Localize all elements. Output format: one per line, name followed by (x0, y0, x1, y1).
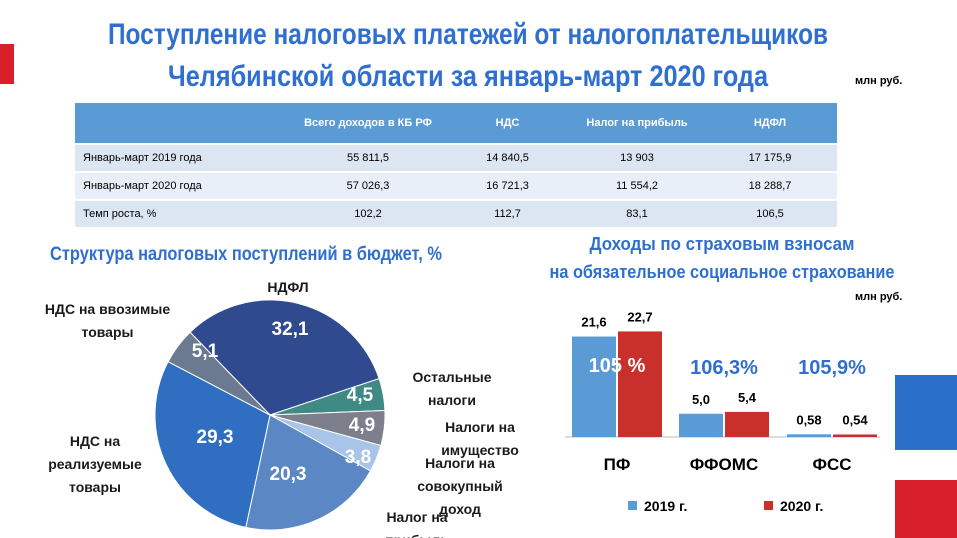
pie-slice (245, 414, 372, 531)
slice-label: 4,9 (349, 415, 375, 436)
slice-label: 32,1 (272, 319, 309, 340)
table-row: Темп роста, % 102,2 112,7 83,1 106,5 (75, 200, 837, 229)
header-cell (75, 103, 292, 145)
decor (895, 480, 957, 538)
category-label: Налоги на совокупный доход (417, 455, 503, 517)
bar (725, 411, 769, 437)
pie-title: Структура налоговых поступлений в бюджет… (50, 244, 442, 265)
bar (572, 336, 616, 437)
cell: 57 026,3 (292, 172, 444, 201)
slice-label: 29,3 (197, 427, 234, 448)
category-label: НДС на реализуемые товары (48, 433, 142, 495)
cell: 18 288,7 (703, 172, 837, 201)
decor (895, 450, 957, 480)
cell: 112,7 (444, 200, 571, 229)
table: Всего доходов в КБ РФ НДС Налог на прибыль… (75, 103, 837, 229)
cell: 55 811,5 (292, 144, 444, 173)
annotation: 106,3% (690, 357, 758, 379)
table-row: Январь-март 2019 года 55 811,5 14 840,5 13 … (75, 144, 837, 173)
value-label: 21,6 (581, 315, 606, 330)
category-label: НДФЛ (267, 279, 309, 295)
annotation: 105 % (589, 355, 646, 377)
value-label: 0,58 (796, 412, 821, 427)
category-label: Налоги на имущество (441, 419, 519, 458)
legend-swatch (764, 501, 773, 510)
value-label: 22,7 (627, 309, 652, 324)
x-tick-label: ПФ (604, 455, 631, 474)
pie-slice (167, 331, 271, 416)
cell: 106,5 (703, 200, 837, 229)
unit: млн руб. (855, 291, 902, 303)
cell: 11 554,2 (571, 172, 703, 201)
cell: 14 840,5 (444, 144, 571, 173)
cell: 102,2 (292, 200, 444, 229)
decor (0, 44, 14, 84)
cell: 16 721,3 (444, 172, 571, 201)
cell: Январь-март 2020 года (75, 172, 292, 201)
cell: 17 175,9 (703, 144, 837, 173)
table-header: Всего доходов в КБ РФ НДС Налог на прибыль… (75, 103, 837, 145)
header-cell: Всего доходов в КБ РФ (292, 103, 444, 145)
legend-label: 2019 г. (644, 498, 687, 514)
unit: млн руб. (855, 75, 902, 87)
cell: 13 903 (571, 144, 703, 173)
cell: Январь-март 2019 года (75, 144, 292, 173)
header-cell: НДФЛ (703, 103, 837, 145)
decor (895, 375, 957, 450)
bar-title: на обязательное социальное страхование (550, 262, 895, 282)
title: Поступление налоговых платежей от налого… (108, 18, 828, 51)
table-row: Январь-март 2020 года 57 026,3 16 721,3 11 … (75, 172, 837, 201)
bar (833, 434, 877, 437)
value-label: 0,54 (842, 412, 868, 427)
header-cell: НДС (444, 103, 571, 145)
pie-slice (189, 299, 380, 416)
legend-label: 2020 г. (780, 498, 823, 514)
bar (618, 331, 662, 437)
x-tick-label: ФСС (812, 455, 851, 474)
slice-label: 5,1 (192, 341, 219, 362)
header-cell: Налог на прибыль (571, 103, 703, 145)
category-label: Остальные налоги (412, 369, 492, 408)
x-tick-label: ФФОМС (690, 455, 758, 474)
slice-label: 4,5 (347, 385, 374, 406)
category-label: Налог на прибыль (385, 509, 449, 538)
title: Челябинской области за январь-март 2020 … (168, 60, 768, 93)
slice-label: 3,8 (345, 447, 371, 468)
slice-label: 20,3 (270, 464, 307, 485)
annotation: 105,9% (798, 357, 866, 379)
category-label: НДС на ввозимые товары (44, 301, 171, 340)
value-label: 5,4 (738, 390, 757, 405)
bar-title: Доходы по страховым взносам (590, 234, 855, 254)
value-label: 5,0 (692, 392, 710, 407)
legend-swatch (628, 501, 637, 510)
bar (787, 434, 831, 437)
cell: Темп роста, % (75, 200, 292, 229)
pie-slice (154, 360, 271, 529)
cell: 83,1 (571, 200, 703, 229)
bar (679, 413, 723, 437)
